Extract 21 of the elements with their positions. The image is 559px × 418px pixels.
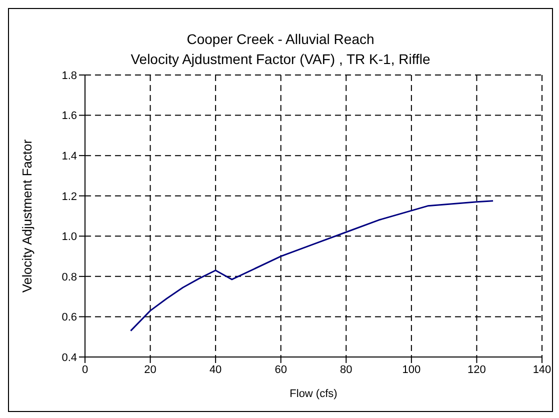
- y-tick-label: 1.4: [62, 150, 77, 162]
- y-tick-label: 0.6: [62, 312, 77, 324]
- x-tick-label: 0: [82, 364, 88, 376]
- x-tick-label: 100: [402, 364, 421, 376]
- y-axis-title: Velocity Adjustment Factor: [20, 138, 35, 293]
- line-series: [130, 200, 494, 332]
- y-tick-label: 1.6: [62, 110, 77, 122]
- x-tick-label: 120: [468, 364, 486, 376]
- x-tick-label: 60: [274, 364, 287, 376]
- y-tick-label: 1.8: [62, 70, 77, 82]
- y-tick-label: 0.4: [62, 352, 77, 364]
- y-tick-label: 0.8: [62, 271, 77, 284]
- chart-subtitle: Velocity Ajdustment Factor (VAF) , TR K-1, Riffle: [130, 51, 432, 67]
- x-tick-label: 20: [144, 364, 156, 376]
- chart-title: Cooper Creek - Alluvial Reach: [186, 31, 376, 47]
- x-tick-label: 140: [532, 364, 552, 376]
- x-axis-title: Flow (cfs): [290, 388, 338, 400]
- y-tick-label: 1.2: [62, 190, 77, 203]
- x-tick-label: 80: [340, 364, 352, 376]
- x-tick-label: 40: [209, 364, 222, 376]
- y-tick-label: 1.0: [62, 231, 77, 244]
